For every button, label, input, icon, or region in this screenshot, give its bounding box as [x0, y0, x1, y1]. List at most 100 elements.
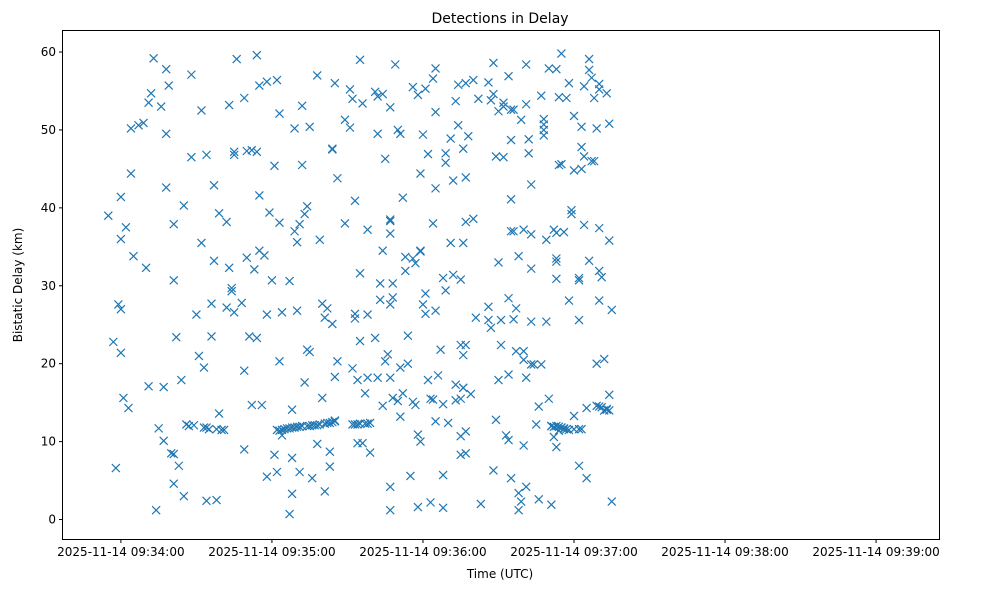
- data-point: [320, 487, 330, 496]
- data-point: [461, 427, 471, 436]
- data-point: [118, 393, 128, 403]
- data-point: [186, 70, 196, 80]
- data-point: [504, 71, 513, 81]
- data-point: [579, 81, 589, 91]
- data-point: [305, 122, 315, 132]
- data-point: [330, 372, 340, 382]
- data-point: [388, 293, 398, 302]
- data-point: [287, 453, 297, 463]
- data-point: [559, 227, 569, 237]
- x-tick-label: 2025-11-14 09:39:00: [812, 545, 939, 559]
- data-point: [556, 423, 566, 433]
- data-point: [239, 366, 249, 376]
- data-point: [385, 373, 395, 383]
- data-point: [378, 401, 388, 411]
- data-point: [551, 254, 561, 263]
- data-point: [461, 78, 471, 88]
- data-point: [398, 388, 408, 398]
- data-point: [141, 263, 151, 273]
- data-point: [229, 147, 239, 157]
- data-point: [365, 418, 375, 428]
- data-point: [416, 169, 425, 179]
- data-point: [483, 302, 493, 312]
- data-point: [574, 461, 584, 471]
- x-axis: 2025-11-14 09:34:00 2025-11-14 09:35:00 20…: [57, 539, 940, 559]
- data-point: [456, 275, 466, 284]
- data-point: [551, 257, 561, 267]
- data-point: [423, 375, 433, 385]
- data-point: [149, 53, 159, 63]
- data-point: [534, 494, 544, 504]
- data-point: [556, 49, 566, 59]
- data-point: [197, 238, 206, 248]
- data-point: [471, 313, 481, 323]
- data-point: [564, 78, 574, 88]
- data-point: [577, 164, 586, 174]
- data-point: [562, 93, 571, 103]
- data-point: [159, 382, 169, 392]
- data-point: [506, 226, 516, 236]
- data-point: [556, 159, 566, 169]
- data-point: [501, 430, 511, 440]
- data-point: [521, 99, 531, 109]
- data-point: [214, 409, 224, 418]
- data-point: [393, 396, 403, 406]
- data-point: [340, 115, 350, 125]
- data-point: [554, 422, 564, 432]
- data-point: [103, 211, 113, 221]
- data-point: [327, 417, 337, 427]
- y-tick-label: 0: [48, 513, 56, 527]
- data-point: [526, 264, 536, 274]
- data-point: [489, 89, 498, 99]
- data-point: [385, 102, 395, 112]
- data-point: [383, 349, 393, 359]
- data-point: [353, 420, 362, 429]
- data-point: [466, 389, 476, 399]
- data-point: [259, 250, 269, 260]
- data-point: [594, 296, 604, 306]
- data-point: [526, 317, 536, 327]
- data-point: [433, 370, 443, 380]
- data-point: [390, 60, 400, 69]
- data-point: [473, 94, 483, 104]
- data-point: [438, 399, 448, 409]
- y-tick-label: 30: [41, 279, 56, 293]
- data-point: [511, 346, 521, 356]
- data-point: [375, 279, 385, 288]
- y-tick-label: 50: [41, 123, 56, 137]
- data-point: [239, 444, 249, 454]
- data-point: [448, 270, 458, 280]
- data-point: [204, 424, 214, 434]
- data-point: [486, 95, 496, 105]
- data-point: [604, 236, 614, 246]
- x-tick-label: 2025-11-14 09:37:00: [510, 545, 637, 559]
- data-point: [509, 226, 519, 236]
- data-point: [113, 300, 123, 309]
- data-point: [209, 180, 219, 190]
- data-point: [262, 472, 272, 482]
- data-point: [551, 274, 561, 284]
- data-point: [589, 156, 599, 166]
- data-point: [139, 118, 148, 128]
- data-point: [405, 471, 415, 481]
- data-point: [363, 225, 373, 235]
- data-point: [363, 310, 373, 320]
- data-point: [385, 505, 395, 515]
- data-point: [363, 373, 373, 383]
- data-point: [325, 418, 335, 428]
- data-point: [315, 235, 325, 245]
- data-point: [164, 81, 174, 90]
- data-point: [519, 441, 529, 450]
- data-point: [305, 347, 315, 357]
- data-point: [554, 92, 564, 102]
- data-point: [453, 80, 463, 90]
- data-point: [577, 424, 586, 434]
- data-point: [151, 505, 161, 515]
- data-point: [330, 416, 340, 425]
- data-point: [229, 150, 239, 160]
- data-point: [365, 448, 375, 457]
- data-point: [277, 307, 287, 317]
- data-point: [388, 279, 398, 288]
- data-point: [541, 317, 551, 327]
- data-point: [519, 355, 529, 365]
